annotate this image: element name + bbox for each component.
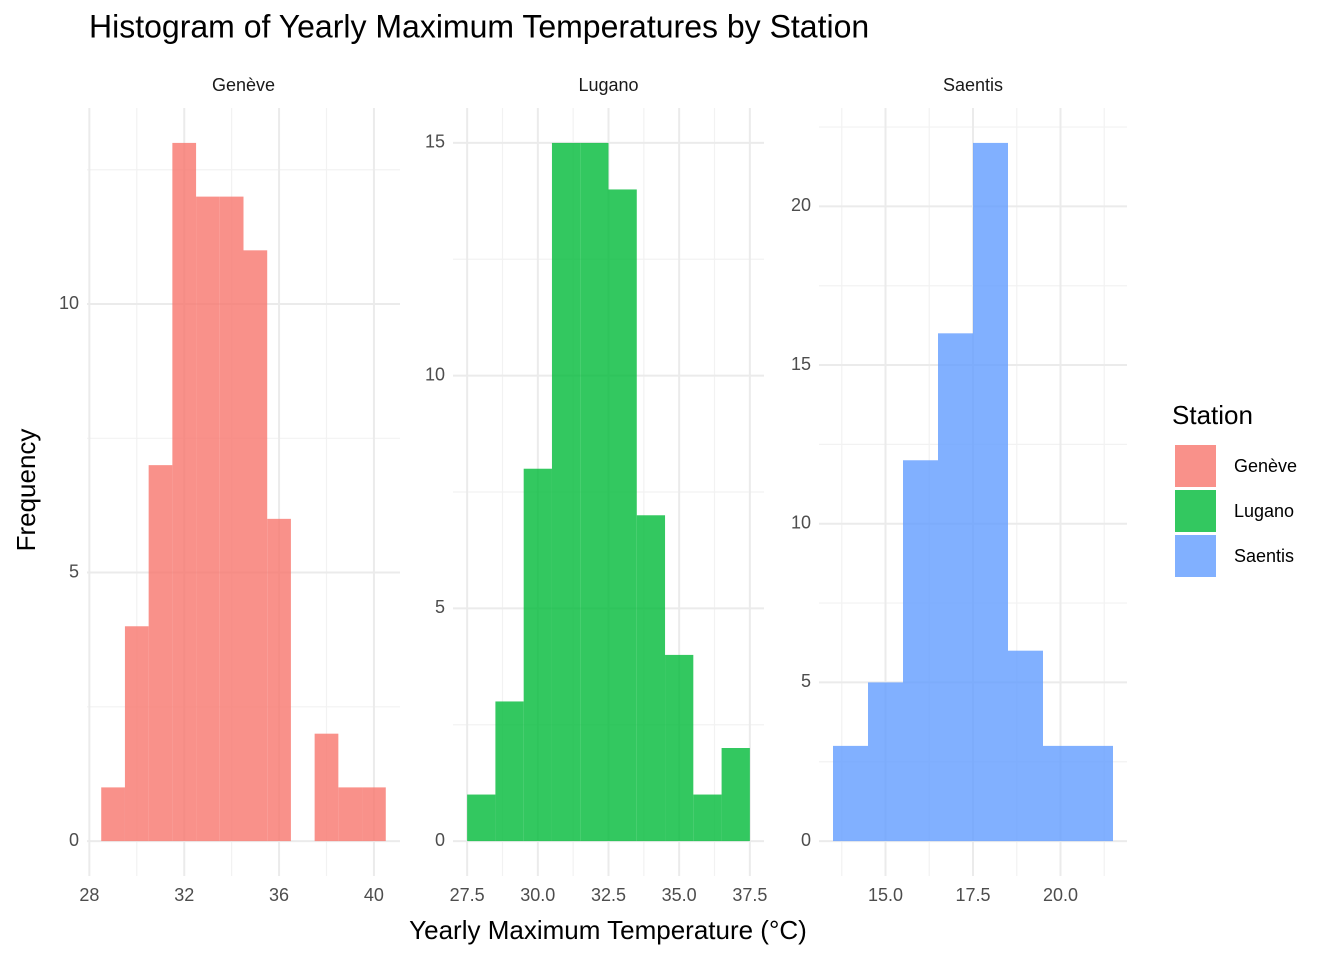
x-tick-label: 35.0 (662, 885, 697, 905)
x-tick-label: 36 (269, 885, 289, 905)
histogram-bar (551, 142, 581, 842)
y-tick-label: 0 (801, 830, 811, 850)
chart-title: Histogram of Yearly Maximum Temperatures… (89, 8, 869, 44)
x-tick-label: 15.0 (868, 885, 903, 905)
y-tick-label: 0 (435, 830, 445, 850)
histogram-bar (833, 745, 868, 842)
y-tick-label: 10 (425, 364, 445, 384)
histogram-bar (314, 733, 339, 842)
histogram-bar (495, 701, 524, 842)
histogram-bar (608, 189, 637, 842)
histogram-bar (1078, 745, 1113, 842)
y-tick-label: 0 (69, 830, 79, 850)
x-tick-label: 40 (364, 885, 384, 905)
y-tick-label: 5 (801, 671, 811, 691)
histogram-bar (124, 626, 149, 842)
histogram-bar (903, 460, 938, 842)
histogram-bar (973, 142, 1008, 842)
histogram-bar (693, 794, 722, 842)
x-tick-label: 30.0 (520, 885, 555, 905)
histogram-bar (362, 787, 386, 842)
x-tick-label: 37.5 (732, 885, 767, 905)
y-tick-label: 5 (435, 597, 445, 617)
histogram-bar (523, 468, 552, 842)
y-tick-label: 20 (791, 195, 811, 215)
facet-label: Genève (212, 75, 275, 95)
histogram-bar (1043, 745, 1078, 842)
x-tick-label: 32.5 (591, 885, 626, 905)
y-tick-label: 10 (791, 512, 811, 532)
y-tick-label: 10 (59, 293, 79, 313)
legend-label: Lugano (1234, 501, 1294, 521)
y-axis-label: Frequency (11, 429, 41, 552)
x-tick-label: 17.5 (955, 885, 990, 905)
legend-label: Saentis (1234, 546, 1294, 566)
legend-title: Station (1172, 400, 1253, 430)
histogram-bar (721, 748, 750, 842)
facet-label: Lugano (578, 75, 638, 95)
histogram-bar (338, 787, 363, 842)
histogram-bar (172, 142, 197, 842)
x-tick-label: 27.5 (450, 885, 485, 905)
legend-key (1175, 535, 1216, 577)
legend-label: Genève (1234, 456, 1297, 476)
x-tick-label: 32 (174, 885, 194, 905)
histogram-bar (467, 794, 496, 842)
facet-label: Saentis (943, 75, 1003, 95)
histogram-bar (868, 682, 903, 842)
y-tick-label: 15 (791, 354, 811, 374)
histogram-bar (219, 196, 244, 842)
histogram-bar (938, 333, 973, 842)
histogram-bar (665, 654, 694, 842)
histogram-bar (243, 250, 268, 842)
y-tick-label: 15 (425, 132, 445, 152)
histogram-bar (636, 515, 666, 842)
histogram-bar (267, 518, 291, 842)
x-axis-label: Yearly Maximum Temperature (°C) (409, 915, 807, 945)
histogram-bar (196, 196, 220, 842)
x-tick-label: 28 (79, 885, 99, 905)
histogram-bar (580, 142, 609, 842)
legend-key (1175, 490, 1216, 532)
histogram-bar (148, 465, 173, 842)
histogram-bar (1008, 650, 1043, 842)
legend-key (1175, 445, 1216, 487)
y-tick-label: 5 (69, 561, 79, 581)
histogram-bar (101, 787, 125, 842)
x-tick-label: 20.0 (1043, 885, 1078, 905)
